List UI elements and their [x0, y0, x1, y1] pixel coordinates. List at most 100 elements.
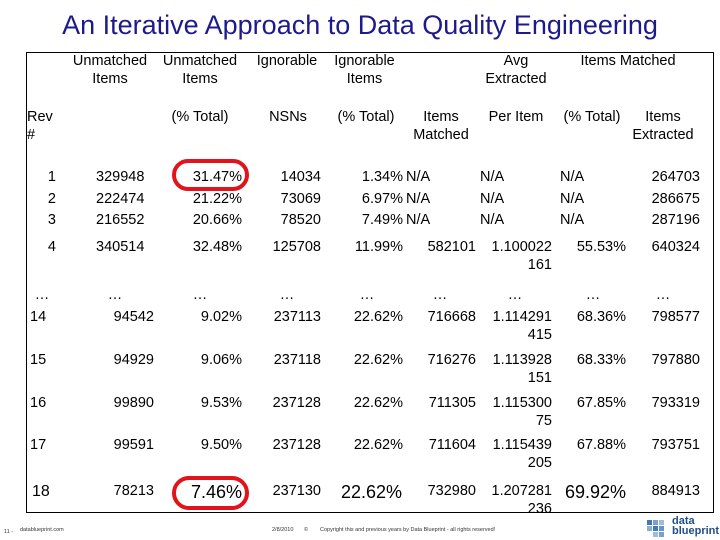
- cell-rev: 16: [30, 395, 47, 411]
- cell-pct3: 67.88%: [576, 437, 626, 453]
- cell-unmatched: 78213: [113, 483, 154, 499]
- cell-rev: 1: [47, 169, 56, 185]
- cell-pct3: N/A: [560, 169, 585, 185]
- ellipsis: …: [432, 287, 448, 303]
- cell-per-item: 1.207281 236: [491, 483, 552, 517]
- ellipsis: …: [192, 287, 208, 303]
- cell-extracted: 798577: [651, 309, 700, 325]
- cell-pct2: 22.62%: [353, 352, 403, 368]
- cell-pct2: 22.62%: [353, 437, 403, 453]
- cell-matched: N/A: [406, 169, 431, 185]
- cell-rev: 14: [30, 309, 47, 325]
- cell-matched: 711305: [428, 395, 476, 411]
- header-items-matched-sub: Items Matched: [413, 109, 469, 143]
- cell-extracted: 286675: [651, 191, 700, 207]
- cell-pct2: 1.34%: [361, 169, 403, 185]
- footer-date: 2/8/2010: [272, 527, 294, 533]
- ellipsis: …: [359, 287, 375, 303]
- cell-per-item: 1.115300 75: [492, 395, 552, 429]
- cell-unmatched: 94929: [113, 352, 154, 368]
- cell-pct: 9.53%: [200, 395, 242, 411]
- data-table: [26, 52, 714, 513]
- cell-rev: 15: [30, 352, 47, 368]
- ellipsis: …: [585, 287, 601, 303]
- cell-pct2: 7.49%: [361, 212, 403, 228]
- header-pct-total-1: (% Total): [171, 109, 229, 125]
- header-items-extracted: Items Extracted: [632, 109, 694, 143]
- header-per-item: Per Item: [488, 109, 544, 125]
- logo-text-bottom: blueprint: [672, 525, 720, 537]
- cell-nsns: 78520: [280, 212, 321, 228]
- cell-extracted: 287196: [651, 212, 700, 228]
- cell-pct: 21.22%: [192, 191, 242, 207]
- cell-nsns: 237128: [272, 395, 321, 411]
- header-avg-extracted: Avg Extracted: [485, 53, 547, 87]
- footer-copyright: Copyright this and previous years by Dat…: [320, 527, 496, 533]
- header-nsns: NSNs: [269, 109, 307, 125]
- cell-per-item: N/A: [480, 169, 505, 185]
- highlight-oval-top: [172, 159, 249, 191]
- ellipsis: …: [279, 287, 295, 303]
- cell-unmatched: 99890: [113, 395, 154, 411]
- cell-pct3: 69.92%: [564, 482, 626, 502]
- cell-per-item: 1.100022 161: [491, 239, 552, 273]
- cell-unmatched: 216552: [96, 212, 145, 228]
- cell-extracted: 793751: [651, 437, 700, 453]
- cell-unmatched: 99591: [113, 437, 154, 453]
- cell-extracted: 793319: [651, 395, 700, 411]
- cell-pct: 20.66%: [192, 212, 242, 228]
- cell-rev: 17: [30, 437, 47, 453]
- cell-pct2: 22.62%: [353, 309, 403, 325]
- cell-pct: 7.46%: [190, 482, 242, 502]
- data-blueprint-logo: [641, 516, 713, 538]
- cell-pct3: 68.33%: [576, 352, 626, 368]
- cell-rev: 2: [47, 191, 56, 207]
- cell-pct3: N/A: [560, 191, 585, 207]
- header-pct-total-3: (% Total): [563, 109, 621, 125]
- cell-per-item: 1.115439 205: [492, 437, 552, 471]
- cell-nsns: 14034: [280, 169, 321, 185]
- header-unmatched-items-1: Unmatched Items: [72, 53, 148, 87]
- cell-extracted: 884913: [651, 483, 700, 499]
- cell-matched: 716276: [427, 352, 476, 368]
- cell-nsns: 237113: [273, 309, 321, 325]
- highlight-oval-bottom: [172, 476, 249, 510]
- header-pct-total-2: (% Total): [337, 109, 395, 125]
- cell-rev: 3: [47, 212, 56, 228]
- cell-per-item: N/A: [480, 191, 505, 207]
- cell-nsns: 73069: [280, 191, 321, 207]
- cell-pct2: 22.62%: [353, 395, 403, 411]
- cell-matched: 711604: [428, 437, 476, 453]
- cell-per-item: N/A: [480, 212, 505, 228]
- header-items-matched: Items Matched: [580, 53, 676, 69]
- header-ignorable: Ignorable: [256, 53, 318, 69]
- ellipsis: …: [655, 287, 671, 303]
- cell-extracted: 797880: [651, 352, 700, 368]
- cell-per-item: 1.114291 415: [492, 309, 552, 343]
- cell-matched: N/A: [406, 191, 431, 207]
- cell-nsns: 237130: [272, 483, 321, 499]
- cell-pct: 31.47%: [192, 169, 242, 185]
- cell-unmatched: 94542: [113, 309, 154, 325]
- ellipsis: …: [107, 287, 123, 303]
- cell-matched: 582101: [427, 239, 476, 255]
- cell-pct3: 55.53%: [576, 239, 626, 255]
- cell-pct3: 67.85%: [576, 395, 626, 411]
- cell-nsns: 237128: [272, 437, 321, 453]
- footer-copyright-symbol: ©: [304, 527, 309, 533]
- cell-unmatched: 340514: [96, 239, 145, 255]
- cell-rev: 4: [47, 239, 56, 255]
- slide-title: An Iterative Approach to Data Quality En…: [62, 10, 658, 40]
- header-unmatched-items-2: Unmatched Items: [162, 53, 238, 87]
- ellipsis: …: [34, 287, 50, 303]
- ellipsis: …: [507, 287, 523, 303]
- cell-pct3: 68.36%: [576, 309, 626, 325]
- cell-unmatched: 222474: [96, 191, 145, 207]
- header-rev: Rev #: [27, 109, 53, 143]
- cell-nsns: 125708: [272, 239, 321, 255]
- logo-text: data blueprint: [672, 516, 720, 537]
- cell-nsns: 237118: [273, 352, 321, 368]
- cell-pct3: N/A: [560, 212, 585, 228]
- cell-pct2: 6.97%: [361, 191, 403, 207]
- cell-pct: 9.02%: [200, 309, 242, 325]
